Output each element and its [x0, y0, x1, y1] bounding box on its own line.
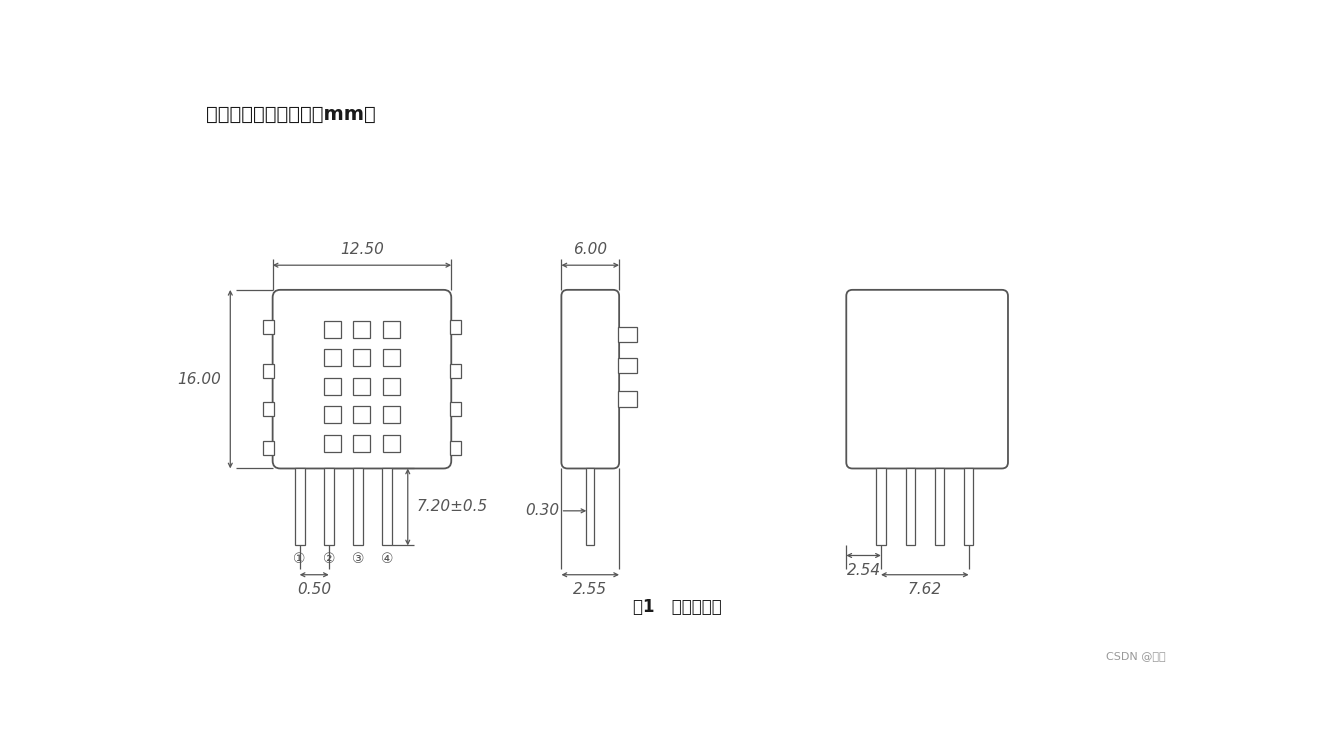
- Bar: [324, 435, 341, 451]
- Bar: [618, 358, 636, 373]
- Bar: [450, 403, 462, 416]
- Text: 12.50: 12.50: [340, 243, 384, 258]
- Text: 6.00: 6.00: [573, 243, 607, 258]
- Bar: [586, 468, 594, 545]
- Bar: [618, 326, 636, 342]
- Bar: [450, 364, 462, 378]
- Bar: [382, 320, 400, 338]
- Bar: [263, 441, 274, 455]
- Bar: [382, 406, 400, 423]
- Bar: [324, 378, 341, 394]
- Text: 7.20±0.5: 7.20±0.5: [417, 500, 488, 515]
- Bar: [450, 320, 462, 334]
- Bar: [876, 468, 885, 545]
- Bar: [382, 468, 393, 545]
- Text: ①: ①: [294, 552, 306, 566]
- Bar: [964, 468, 974, 545]
- Bar: [618, 391, 636, 407]
- Bar: [382, 378, 400, 394]
- Bar: [382, 349, 400, 366]
- Bar: [935, 468, 945, 545]
- Text: 四、外形尺寸（单位：mm）: 四、外形尺寸（单位：mm）: [205, 105, 376, 124]
- Bar: [324, 406, 341, 423]
- Text: 0.50: 0.50: [298, 583, 331, 598]
- Bar: [324, 349, 341, 366]
- Bar: [263, 403, 274, 416]
- Bar: [295, 468, 304, 545]
- Bar: [263, 364, 274, 378]
- Text: CSDN @记帖: CSDN @记帖: [1106, 651, 1166, 661]
- Text: 2.54: 2.54: [847, 563, 881, 578]
- Text: 7.62: 7.62: [908, 583, 942, 598]
- Text: 0.30: 0.30: [525, 503, 560, 518]
- Bar: [324, 468, 333, 545]
- FancyBboxPatch shape: [561, 290, 619, 468]
- Bar: [382, 435, 400, 451]
- Bar: [263, 320, 274, 334]
- Text: ③: ③: [352, 552, 364, 566]
- Bar: [353, 320, 370, 338]
- FancyBboxPatch shape: [273, 290, 451, 468]
- Text: 16.00: 16.00: [177, 372, 221, 387]
- Bar: [353, 349, 370, 366]
- Bar: [450, 441, 462, 455]
- Bar: [905, 468, 914, 545]
- Bar: [353, 406, 370, 423]
- Text: ④: ④: [381, 552, 394, 566]
- Bar: [353, 435, 370, 451]
- Bar: [353, 468, 363, 545]
- Text: 2.55: 2.55: [573, 583, 607, 598]
- Text: ②: ②: [323, 552, 335, 566]
- FancyBboxPatch shape: [847, 290, 1008, 468]
- Text: 图1   产品尺寸图: 图1 产品尺寸图: [632, 598, 721, 616]
- Bar: [353, 378, 370, 394]
- Bar: [324, 320, 341, 338]
